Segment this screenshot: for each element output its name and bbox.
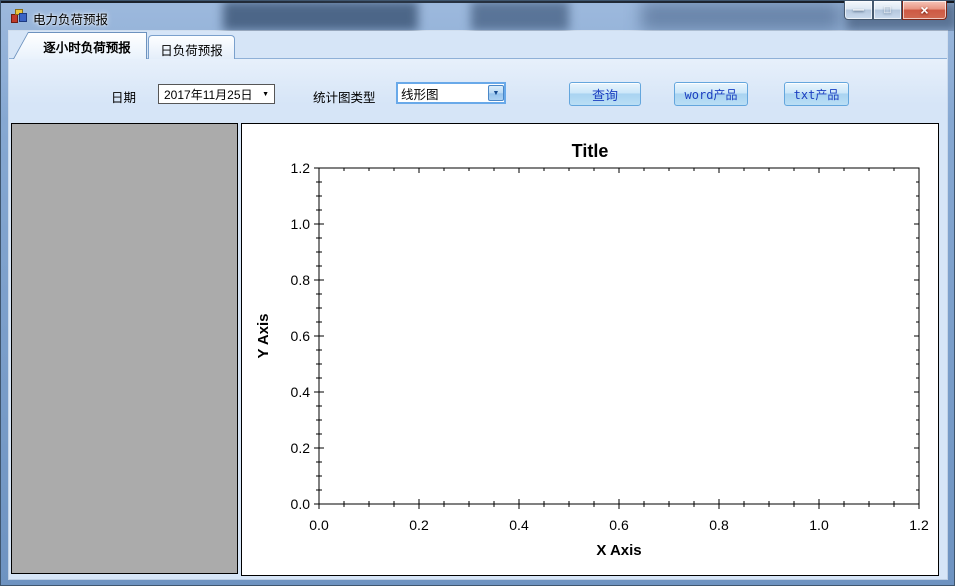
titlebar[interactable]: 电力负荷预报 [1, 1, 954, 31]
svg-text:X Axis: X Axis [596, 542, 641, 559]
tab-hourly-load-forecast[interactable]: 逐小时负荷预报 [13, 32, 147, 59]
svg-text:1.2: 1.2 [909, 517, 929, 533]
maximize-icon: □ [884, 4, 891, 16]
close-icon: × [920, 2, 929, 18]
tab-daily-load-forecast[interactable]: 日负荷预报 [148, 35, 235, 59]
close-button[interactable]: × [902, 1, 947, 20]
minimize-button[interactable]: — [844, 1, 873, 20]
svg-text:0.0: 0.0 [291, 496, 311, 512]
svg-text:0.8: 0.8 [709, 517, 729, 533]
maximize-button[interactable]: □ [873, 1, 902, 20]
svg-text:0.6: 0.6 [291, 328, 311, 344]
svg-text:1.2: 1.2 [291, 160, 311, 176]
combo-dropdown-button[interactable]: ▼ [488, 85, 504, 101]
chart-type-combobox[interactable]: 线形图 ▼ [396, 82, 506, 104]
svg-text:Title: Title [572, 141, 609, 161]
word-product-button[interactable]: word产品 [674, 82, 748, 106]
chart-type-label: 统计图类型 [313, 91, 376, 105]
client-area: 逐小时负荷预报 日负荷预报 日期 2017年11月25日 ▼ 统计图类型 线形图… [9, 31, 947, 579]
minimize-icon: — [853, 4, 864, 16]
svg-text:0.8: 0.8 [291, 272, 311, 288]
left-placeholder-panel [11, 123, 238, 574]
aero-glass-shadow [223, 1, 418, 31]
chart-panel: 0.0 0.2 0.4 0.6 0.8 1.0 1.2 0.0 0.2 0.4 0.6 0.8 1.0 1… [241, 123, 939, 576]
svg-text:0.4: 0.4 [509, 517, 529, 533]
window-title: 电力负荷预报 [33, 13, 109, 27]
query-button[interactable]: 查询 [569, 82, 641, 106]
aero-glass-shadow [641, 1, 841, 31]
chevron-down-icon: ▼ [492, 89, 500, 97]
svg-text:0.2: 0.2 [409, 517, 429, 533]
window-top-edge [1, 1, 954, 3]
app-icon [11, 8, 27, 24]
caption-buttons: — □ × [844, 1, 947, 20]
svg-text:0.4: 0.4 [291, 384, 311, 400]
svg-text:Y Axis: Y Axis [255, 313, 272, 358]
date-picker[interactable]: 2017年11月25日 ▼ [158, 84, 275, 104]
aero-glass-shadow [471, 1, 569, 31]
tab-label: 逐小时负荷预报 [43, 41, 131, 55]
tab-label: 日负荷预报 [160, 44, 223, 58]
date-picker-value: 2017年11月25日 [164, 87, 253, 102]
chevron-down-icon[interactable]: ▼ [262, 90, 269, 98]
svg-text:0.0: 0.0 [309, 517, 329, 533]
txt-product-button[interactable]: txt产品 [784, 82, 849, 106]
chart-svg: 0.0 0.2 0.4 0.6 0.8 1.0 1.2 0.0 0.2 0.4 0.6 0.8 1.0 1… [255, 141, 929, 559]
svg-text:1.0: 1.0 [291, 216, 311, 232]
date-label: 日期 [111, 91, 137, 105]
tab-fill-shape [14, 33, 146, 59]
chart-type-value: 线形图 [401, 87, 439, 102]
svg-text:0.6: 0.6 [609, 517, 629, 533]
svg-text:1.0: 1.0 [809, 517, 829, 533]
svg-text:0.2: 0.2 [291, 440, 311, 456]
